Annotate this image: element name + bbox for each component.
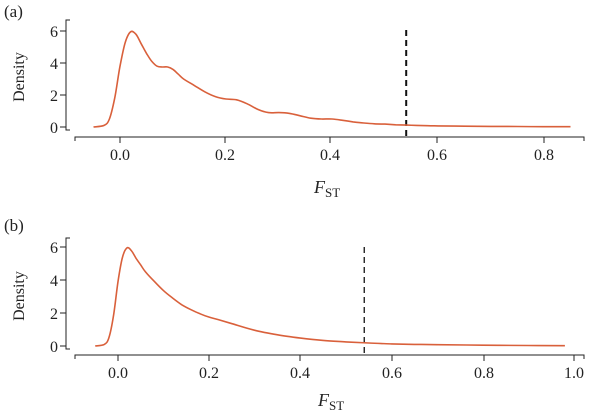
panel-a-y-axis-label: Density [11, 52, 28, 102]
panel-a-x-tick-label: 0.0 [110, 147, 130, 164]
panel-a-x-tick-label: 0.2 [215, 147, 235, 164]
panel-a-y-tick-label: 2 [50, 88, 58, 105]
panel-b-y-tick-label: 4 [50, 273, 58, 290]
panel-b-x-tick-label: 0.8 [474, 365, 494, 382]
panel-b-x-tick-label: 0.6 [382, 365, 402, 382]
panel-a-density-curve [93, 30, 571, 128]
panel-a-x-tick-label: 0.6 [427, 147, 447, 164]
panel-a-y-ticks: 0 2 4 6 [50, 24, 66, 137]
panel-b-y-axis [65, 237, 70, 350]
panel-a-x-axis-label: FST [313, 177, 340, 200]
panel-a-y-tick-label: 6 [50, 24, 58, 41]
panel-a: (a) Density 0.0 0.2 0.4 0.6 0.8 [4, 2, 585, 200]
panel-a-label: (a) [4, 2, 23, 21]
panel-b-label: (b) [4, 216, 24, 235]
panel-b: (b) Density 0.0 0.2 0.4 0.6 0.8 1.0 [4, 216, 585, 412]
panel-b-x-tick-label: 0.4 [290, 365, 310, 382]
panel-a-y-tick-label: 4 [50, 56, 58, 73]
panel-b-y-tick-label: 6 [50, 240, 58, 257]
panel-b-plot: 0.0 0.2 0.4 0.6 0.8 1.0 0 2 4 6 [50, 237, 585, 382]
panel-a-plot: 0.0 0.2 0.4 0.6 0.8 0 2 4 6 [50, 19, 585, 164]
panel-a-x-tick-label: 0.4 [320, 147, 340, 164]
panel-b-y-axis-label: Density [11, 271, 28, 321]
panel-b-x-tick-label: 1.0 [564, 365, 584, 382]
panel-b-x-tick-label: 0.0 [108, 365, 128, 382]
panel-a-x-axis-label-main: F [313, 177, 326, 197]
panel-a-x-axis-label-sub: ST [325, 185, 340, 200]
panel-a-x-tick-label: 0.8 [534, 147, 554, 164]
panel-b-y-tick-label: 0 [50, 339, 58, 356]
panel-b-x-tick-label: 0.2 [199, 365, 219, 382]
panel-a-y-tick-label: 0 [50, 120, 58, 137]
panel-b-x-axis-label: FST [317, 390, 344, 412]
panel-b-x-axis-label-main: F [317, 390, 330, 410]
panel-b-y-ticks: 0 2 4 6 [50, 240, 66, 356]
panel-b-x-axis-label-sub: ST [329, 398, 344, 412]
panel-b-x-axis [74, 354, 585, 359]
panel-b-y-tick-label: 2 [50, 306, 58, 323]
panel-b-x-ticks: 0.0 0.2 0.4 0.6 0.8 1.0 [108, 355, 584, 382]
panel-b-density-curve [95, 246, 565, 347]
panel-a-y-axis [65, 19, 70, 131]
panel-a-x-ticks: 0.0 0.2 0.4 0.6 0.8 [110, 137, 554, 164]
